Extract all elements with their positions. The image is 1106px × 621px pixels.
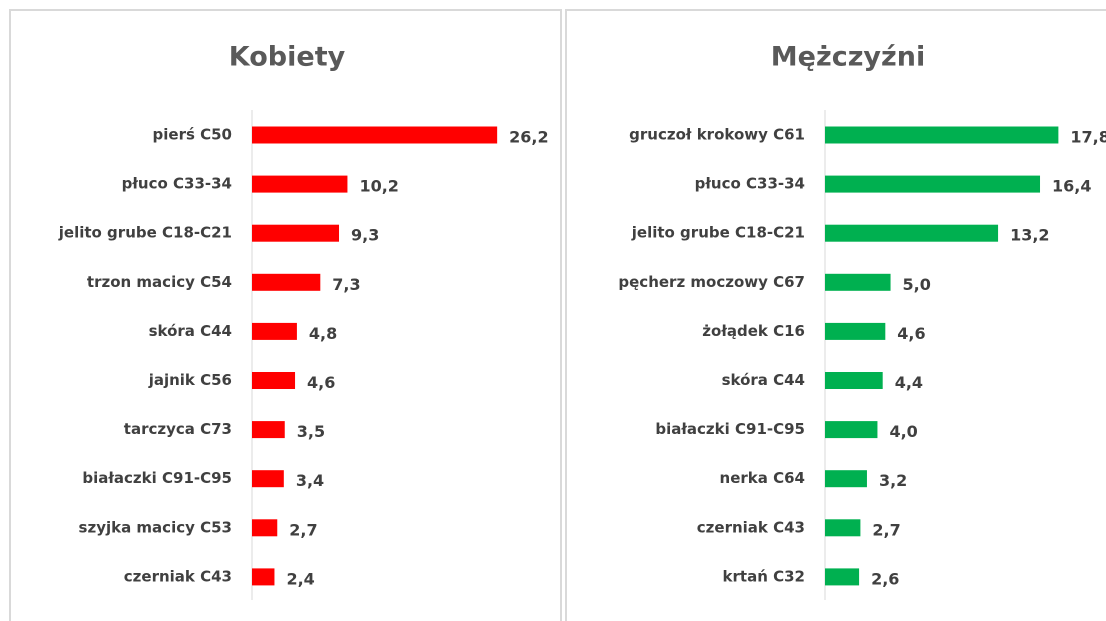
bar: [252, 519, 278, 537]
category-label: płuco C33-34: [695, 175, 805, 193]
data-label: 26,2: [509, 128, 548, 147]
bar: [825, 126, 1059, 144]
data-label: 3,4: [296, 471, 324, 490]
bar: [252, 224, 340, 242]
bar: [252, 273, 321, 291]
data-label: 3,2: [879, 471, 907, 490]
data-label: 9,3: [351, 226, 379, 245]
panel-border: [9, 9, 1106, 621]
bar: [252, 322, 297, 340]
bar: [825, 322, 886, 340]
category-label: szyjka macicy C53: [79, 518, 232, 536]
bar: [825, 175, 1041, 193]
data-label: 4,0: [889, 422, 917, 441]
bar: [825, 273, 891, 291]
bar: [252, 372, 296, 389]
category-label: białaczki C91-C95: [82, 469, 232, 487]
category-label: skóra C44: [149, 322, 232, 340]
data-label: 3,5: [297, 422, 325, 441]
category-label: jelito grube C18-C21: [58, 224, 232, 242]
bar: [252, 126, 498, 144]
bar: [252, 175, 348, 193]
category-label: pęcherz moczowy C67: [618, 273, 805, 291]
data-label: 2,6: [871, 569, 899, 588]
chart-title: Kobiety: [229, 42, 346, 73]
data-label: 2,7: [289, 520, 317, 539]
bar: [825, 470, 867, 488]
chart-title: Mężczyźni: [771, 42, 925, 73]
bar: [825, 224, 999, 242]
bar: [252, 470, 284, 488]
data-label: 4,6: [897, 324, 925, 343]
category-label: trzon macicy C54: [87, 273, 232, 291]
category-label: jelito grube C18-C21: [631, 224, 805, 242]
data-label: 17,8: [1070, 128, 1106, 147]
bar: [825, 421, 878, 439]
bar: [825, 372, 883, 389]
data-label: 4,6: [307, 373, 335, 392]
category-label: skóra C44: [722, 371, 805, 389]
category-label: nerka C64: [720, 469, 805, 487]
category-label: tarczyca C73: [124, 420, 232, 438]
category-label: żołądek C16: [702, 322, 805, 340]
bar: [825, 568, 860, 586]
data-label: 5,0: [903, 275, 931, 294]
data-label: 2,4: [286, 569, 314, 588]
data-label: 13,2: [1010, 226, 1049, 245]
data-label: 4,8: [309, 324, 337, 343]
category-label: jajnik C56: [148, 371, 232, 389]
data-label: 2,7: [872, 520, 900, 539]
bar: [252, 568, 275, 586]
data-label: 4,4: [895, 373, 923, 392]
data-label: 7,3: [332, 275, 360, 294]
bar: [252, 421, 285, 439]
category-label: krtań C32: [723, 567, 805, 585]
data-label: 16,4: [1052, 177, 1091, 196]
bar: [825, 519, 861, 537]
category-label: czerniak C43: [697, 518, 805, 536]
category-label: gruczoł krokowy C61: [629, 126, 805, 144]
data-label: 10,2: [359, 177, 398, 196]
category-label: płuco C33-34: [122, 175, 232, 193]
category-label: pierś C50: [153, 126, 232, 144]
category-label: czerniak C43: [124, 567, 232, 585]
category-label: białaczki C91-C95: [655, 420, 805, 438]
